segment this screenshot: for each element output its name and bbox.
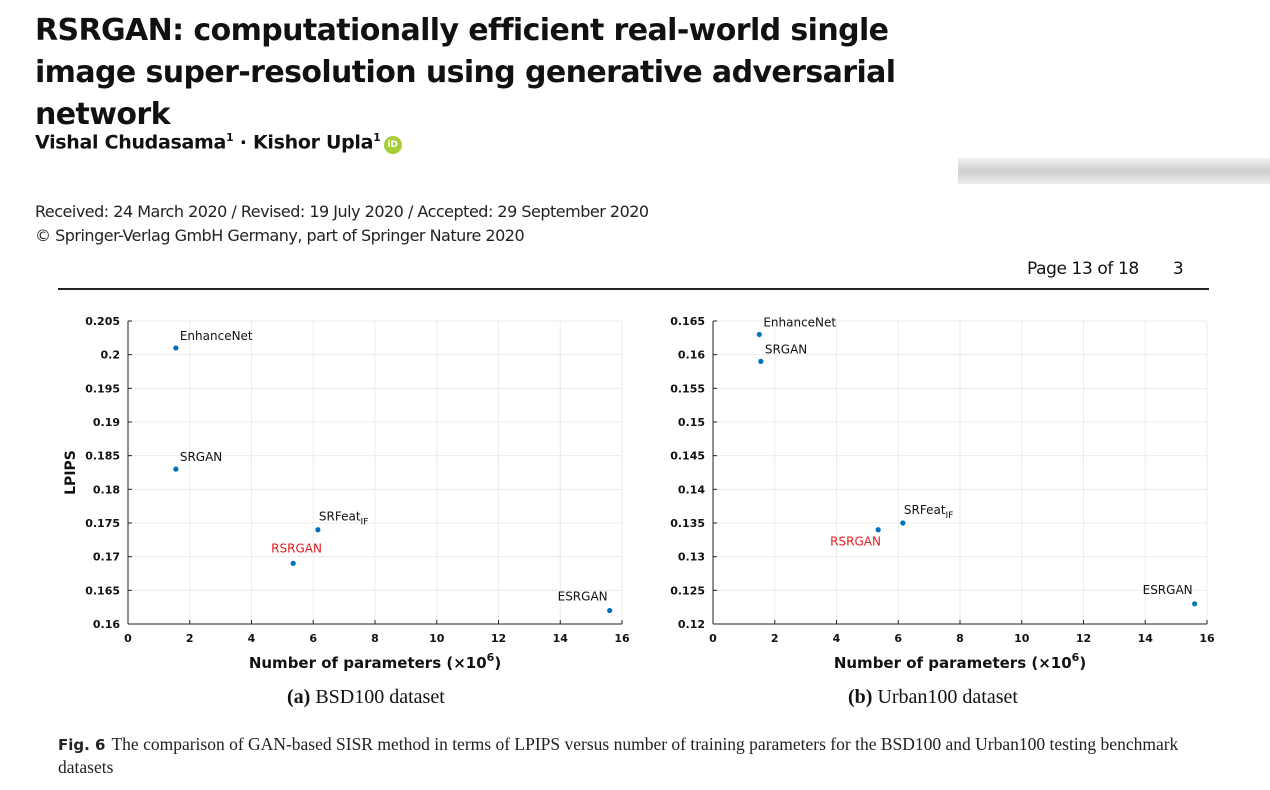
subfigure-text: BSD100 dataset bbox=[315, 686, 445, 708]
data-point bbox=[875, 527, 881, 533]
page-label: Page 13 of 18 bbox=[1027, 259, 1139, 279]
y-axis-label: LPIPS bbox=[63, 450, 79, 495]
point-label: SRGAN bbox=[180, 450, 222, 464]
point-label: ESRGAN bbox=[558, 590, 608, 604]
x-tick-label: 6 bbox=[309, 632, 317, 645]
x-tick-label: 0 bbox=[709, 632, 717, 645]
x-tick-label: 2 bbox=[771, 632, 779, 645]
orcid-icon[interactable]: iD bbox=[383, 136, 402, 155]
figure-label: Fig. 6 bbox=[58, 736, 106, 754]
point-label: SRGAN bbox=[765, 342, 807, 356]
lpips-urban100-chart: 0.12 0.125 0.13 0.135 0.14 0.145 0.15 0.155 0.16… bbox=[670, 315, 1215, 672]
data-point bbox=[900, 520, 906, 526]
y-tick-label: 0.125 bbox=[670, 584, 705, 597]
subfigure-label: (a) bbox=[287, 686, 311, 708]
affiliation-mark: 1 bbox=[226, 131, 234, 144]
y-tick-label: 0.19 bbox=[93, 416, 120, 429]
x-tick-label: 10 bbox=[1014, 632, 1030, 645]
author-name: Vishal Chudasama bbox=[35, 131, 227, 154]
x-tick-label: 16 bbox=[614, 632, 630, 645]
y-tick-label: 0.155 bbox=[670, 382, 705, 395]
lpips-bsd100-chart: 0.160.1650.170.1750.180.1850.190.1950.20… bbox=[63, 315, 630, 672]
y-tick-label: 0.16 bbox=[93, 618, 120, 631]
figure-caption-text: The comparison of GAN-based SISR method … bbox=[58, 734, 1179, 777]
x-tick-label: 12 bbox=[491, 632, 506, 645]
data-point bbox=[173, 466, 179, 472]
paper-title: RSRGAN: computationally efficient real-w… bbox=[35, 13, 896, 132]
y-tick-label: 0.18 bbox=[93, 483, 120, 496]
y-tick-label: 0.185 bbox=[85, 450, 120, 463]
subfigure-text: Urban100 dataset bbox=[877, 686, 1018, 708]
x-tick-label: 12 bbox=[1076, 632, 1091, 645]
subfigure-label: (b) bbox=[848, 686, 873, 708]
point-label: RSRGAN bbox=[271, 541, 322, 555]
point-label: SRFeatIF bbox=[319, 510, 369, 528]
x-axis-label: Number of parameters (×106) bbox=[834, 651, 1086, 672]
point-label: EnhanceNet bbox=[763, 315, 836, 329]
y-tick-label: 0.12 bbox=[678, 618, 705, 631]
x-tick-label: 14 bbox=[553, 632, 569, 645]
y-tick-label: 0.175 bbox=[85, 517, 120, 530]
x-tick-label: 8 bbox=[956, 632, 964, 645]
x-tick-label: 6 bbox=[894, 632, 902, 645]
y-tick-label: 0.165 bbox=[670, 315, 705, 328]
y-tick-label: 0.14 bbox=[678, 483, 705, 496]
point-label: EnhanceNet bbox=[180, 329, 253, 343]
y-tick-label: 0.165 bbox=[85, 584, 120, 597]
header-rule bbox=[58, 288, 1209, 290]
received-dates: Received: 24 March 2020 / Revised: 19 Ju… bbox=[35, 202, 649, 221]
point-label: ESRGAN bbox=[1143, 583, 1193, 597]
point-label: RSRGAN bbox=[830, 535, 881, 549]
y-tick-label: 0.2 bbox=[101, 349, 121, 362]
data-point bbox=[758, 358, 764, 364]
page-indicator: Page 13 of 18 3 bbox=[1027, 259, 1184, 279]
data-point bbox=[173, 345, 179, 351]
point-label: SRFeatIF bbox=[904, 503, 954, 521]
y-tick-label: 0.13 bbox=[678, 551, 705, 564]
x-tick-label: 14 bbox=[1138, 632, 1154, 645]
subfigure-caption-a: (a) BSD100 dataset bbox=[287, 686, 445, 709]
copyright-notice: © Springer-Verlag GmbH Germany, part of … bbox=[35, 226, 525, 245]
data-point bbox=[607, 607, 613, 614]
data-point bbox=[1192, 601, 1198, 607]
data-point bbox=[290, 560, 296, 566]
y-tick-label: 0.135 bbox=[670, 517, 705, 530]
y-tick-label: 0.16 bbox=[678, 349, 705, 362]
y-tick-label: 0.15 bbox=[678, 416, 705, 429]
x-tick-label: 0 bbox=[124, 632, 132, 645]
y-tick-label: 0.195 bbox=[85, 382, 120, 395]
y-tick-label: 0.205 bbox=[85, 315, 120, 328]
x-tick-label: 4 bbox=[248, 632, 256, 645]
author-line: Vishal Chudasama1 · Kishor Upla1iD bbox=[35, 131, 402, 155]
header-gray-bar bbox=[958, 158, 1270, 184]
data-point bbox=[315, 527, 321, 533]
figure-caption: Fig. 6 The comparison of GAN-based SISR m… bbox=[58, 733, 1228, 778]
subfigure-caption-b: (b) Urban100 dataset bbox=[848, 686, 1018, 709]
x-tick-label: 10 bbox=[429, 632, 445, 645]
x-tick-label: 4 bbox=[833, 632, 841, 645]
y-tick-label: 0.145 bbox=[670, 450, 705, 463]
x-tick-label: 8 bbox=[371, 632, 379, 645]
author-name: Kishor Upla bbox=[252, 131, 374, 154]
page-number: 3 bbox=[1172, 259, 1184, 279]
affiliation-mark: 1 bbox=[373, 131, 381, 144]
x-axis-label: Number of parameters (×106) bbox=[249, 651, 501, 672]
y-tick-label: 0.17 bbox=[93, 551, 120, 564]
x-tick-label: 16 bbox=[1199, 632, 1215, 645]
x-tick-label: 2 bbox=[186, 632, 194, 645]
author-separator: · bbox=[239, 131, 247, 154]
data-point bbox=[756, 331, 762, 338]
